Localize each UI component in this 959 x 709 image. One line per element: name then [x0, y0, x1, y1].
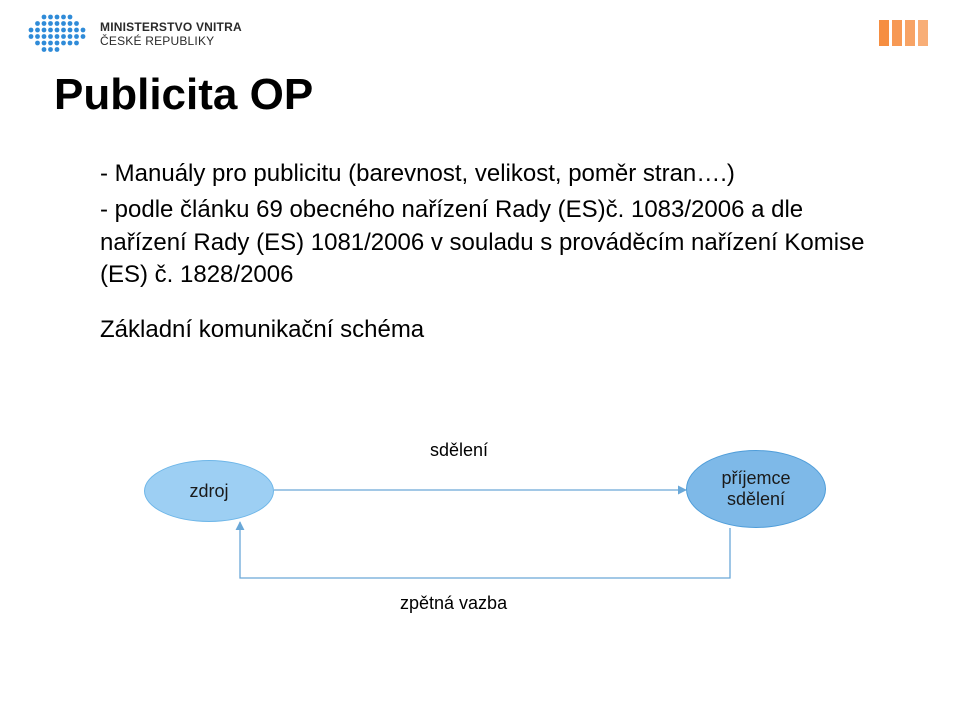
logo-line-2: ČESKÉ REPUBLIKY: [100, 34, 242, 48]
communication-diagram: zdroj příjemce sdělení sdělení zpětná vazb…: [90, 430, 870, 670]
schema-label: Základní komunikační schéma: [100, 314, 870, 346]
logo-line-1: MINISTERSTVO VNITRA: [100, 20, 242, 34]
body-paragraph: - Manuály pro publicitu (barevnost, veli…: [100, 158, 870, 190]
ministry-logo-text: MINISTERSTVO VNITRA ČESKÉ REPUBLIKY: [100, 20, 242, 48]
diagram-node-zdroj: zdroj: [144, 460, 274, 522]
ministry-logo-icon: [28, 14, 90, 54]
diagram-edge-label-0: sdělení: [430, 440, 488, 461]
diagram-edge-1: [240, 522, 730, 578]
slide-body: - Manuály pro publicitu (barevnost, veli…: [100, 158, 870, 350]
diagram-edge-label-1: zpětná vazba: [400, 593, 507, 614]
slide-title: Publicita OP: [54, 70, 313, 120]
body-paragraph: - podle článku 69 obecného nařízení Rady…: [100, 194, 870, 291]
accent-bars-icon: [879, 20, 931, 46]
header: MINISTERSTVO VNITRA ČESKÉ REPUBLIKY: [28, 14, 242, 54]
diagram-node-prijemce: příjemce sdělení: [686, 450, 826, 528]
